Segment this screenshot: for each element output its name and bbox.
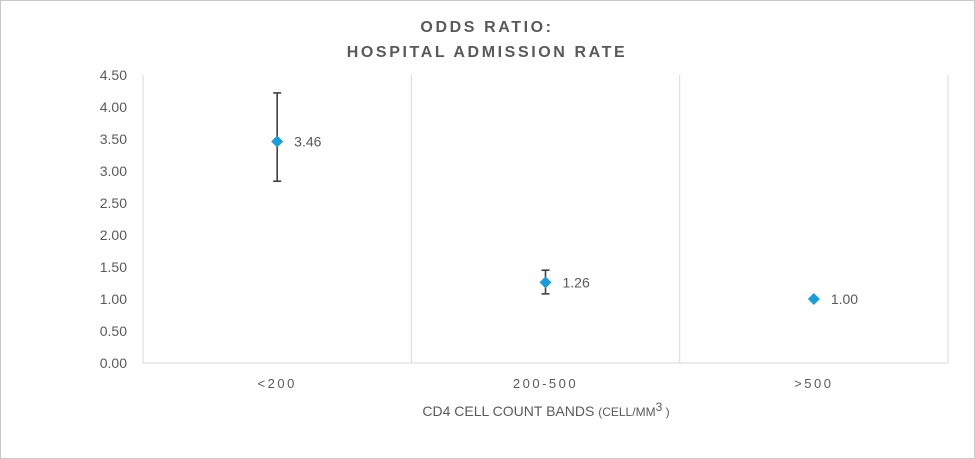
data-point-marker <box>539 276 552 289</box>
y-tick-label: 3.00 <box>100 163 127 179</box>
data-label: 1.26 <box>563 274 590 290</box>
y-tick-label: 0.50 <box>100 323 127 339</box>
y-tick-label: 2.00 <box>100 227 127 243</box>
x-axis-categories: <200 200-500 >500 <box>258 376 833 391</box>
y-tick-label: 1.00 <box>100 291 127 307</box>
x-axis-label-suffix: ) <box>666 405 670 419</box>
x-axis-label-superscript: 3 <box>656 400 663 414</box>
x-axis-label-unit: (CELL/MM <box>598 405 655 419</box>
data-label: 1.00 <box>831 291 858 307</box>
chart-title-line-2: HOSPITAL ADMISSION RATE <box>347 44 628 61</box>
y-tick-label: 4.50 <box>100 67 127 83</box>
y-tick-label: 2.50 <box>100 195 127 211</box>
grid-lines <box>142 75 949 364</box>
y-tick-label: 4.00 <box>100 99 127 115</box>
x-axis-label: CD4 CELL COUNT BANDS (CELL/MM3 ) <box>422 400 669 419</box>
data-points <box>271 135 820 305</box>
data-point-marker <box>807 293 820 305</box>
x-axis-label-main: CD4 CELL COUNT BANDS <box>422 403 594 419</box>
y-tick-label: 1.50 <box>100 259 127 275</box>
data-label: 3.46 <box>294 134 321 150</box>
x-category-label: >500 <box>794 376 833 391</box>
y-tick-label: 0.00 <box>100 355 127 371</box>
data-labels: 3.46 1.26 1.00 <box>294 134 858 307</box>
data-point-marker <box>271 135 284 148</box>
x-category-label: <200 <box>258 376 297 391</box>
y-axis-ticks: 0.00 0.50 1.00 1.50 2.00 2.50 3.00 3.50 4.00 4.50 <box>100 67 127 371</box>
chart-title-line-1: ODDS RATIO: <box>420 19 553 36</box>
y-tick-label: 3.50 <box>100 131 127 147</box>
x-category-label: 200-500 <box>513 376 578 391</box>
